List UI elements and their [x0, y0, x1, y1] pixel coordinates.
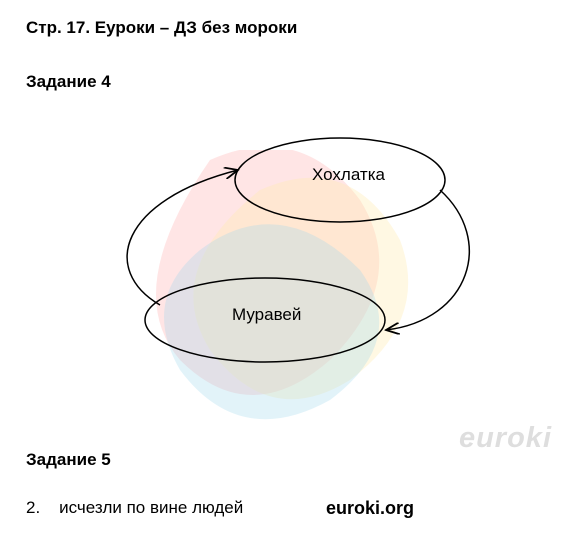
answer-number: 2. — [26, 498, 40, 517]
watermark-text: euroki — [459, 422, 552, 455]
task-5-heading: Задание 5 — [26, 450, 111, 470]
answer-text: исчезли по вине людей — [59, 498, 243, 517]
diagram-cycle: Хохлатка Муравей — [60, 120, 480, 420]
answer-line: 2. исчезли по вине людей — [26, 498, 243, 518]
task-4-heading: Задание 4 — [26, 72, 111, 92]
node-label-top: Хохлатка — [312, 165, 385, 185]
node-label-bottom: Муравей — [232, 305, 301, 325]
brand-label: euroki.org — [326, 498, 414, 519]
page-title: Стр. 17. Еуроки – ДЗ без мороки — [26, 18, 297, 38]
